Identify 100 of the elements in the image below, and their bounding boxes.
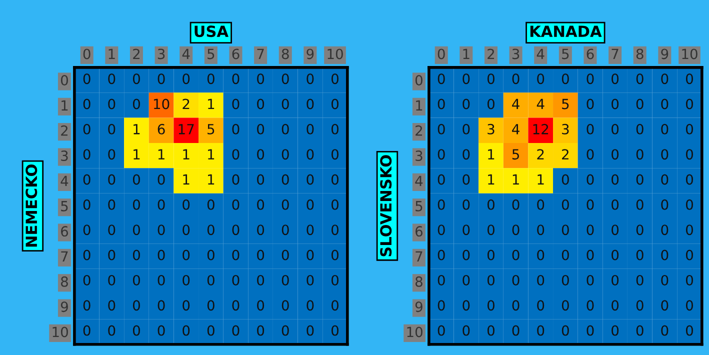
x-tick-label: 6: [586, 48, 594, 60]
x-tick-label: 3: [512, 48, 520, 60]
data-label: 0: [487, 224, 494, 236]
y-tick-label: 10: [52, 326, 68, 338]
y-tick-label: 1: [62, 100, 68, 110]
data-label: 0: [562, 224, 569, 236]
data-label: 0: [207, 274, 214, 286]
data-label: 0: [586, 300, 594, 311]
data-label: 0: [158, 199, 165, 210]
data-label: 0: [306, 74, 314, 84]
data-label: 0: [586, 274, 594, 286]
x-tick-label: 9: [661, 48, 668, 60]
y-tick-label: 9: [415, 302, 422, 312]
data-label: 0: [438, 124, 445, 134]
data-label: 0: [182, 224, 190, 236]
data-label: 0: [108, 250, 116, 260]
data-label: 0: [636, 224, 644, 236]
x-tick-label: 9: [306, 48, 314, 60]
data-label: 0: [83, 149, 90, 160]
data-label: 0: [661, 250, 668, 260]
data-label: 0: [562, 274, 569, 286]
data-label: 5: [512, 149, 520, 160]
data-label: 0: [306, 124, 314, 134]
data-label: 2: [537, 149, 544, 160]
data-label: 0: [282, 300, 289, 311]
data-label: 0: [306, 274, 314, 286]
data-label: 0: [232, 174, 240, 185]
data-label: 0: [158, 300, 165, 311]
data-label: 0: [636, 199, 644, 210]
data-label: 0: [257, 300, 264, 311]
data-label: 0: [487, 74, 494, 84]
data-label: 0: [257, 224, 264, 236]
data-label: 0: [232, 74, 240, 84]
data-label: 0: [612, 250, 619, 260]
data-label: 0: [661, 224, 668, 236]
data-label: 0: [686, 300, 693, 311]
y-tick-label: 1: [416, 100, 422, 110]
x-tick-label: 10: [328, 48, 343, 60]
data-label: 0: [282, 174, 289, 185]
data-label: 0: [282, 98, 289, 110]
data-label: 0: [306, 199, 314, 210]
data-label: 0: [182, 199, 190, 210]
x-tick-label: 2: [133, 48, 140, 60]
data-label: 0: [257, 199, 264, 210]
data-label: 1: [134, 124, 140, 134]
data-label: 0: [512, 325, 520, 336]
data-label: 0: [282, 149, 289, 160]
data-label: 0: [462, 74, 470, 84]
data-label: 0: [232, 199, 240, 210]
data-label: 0: [562, 74, 569, 84]
x-tick-label: 7: [612, 48, 618, 60]
data-label: 4: [512, 98, 520, 110]
data-label: 0: [83, 250, 90, 260]
data-label: 0: [282, 274, 289, 286]
data-label: 0: [586, 174, 594, 185]
data-label: 0: [207, 300, 214, 311]
data-label: 0: [83, 224, 90, 236]
y-tick-label: 6: [416, 226, 423, 237]
data-label: 0: [158, 224, 165, 236]
data-label: 0: [512, 74, 520, 84]
data-label: 0: [332, 300, 338, 311]
data-label: 0: [158, 250, 165, 260]
data-label: 4: [536, 98, 544, 110]
data-label: 0: [612, 224, 619, 236]
y-tick-label: 3: [61, 150, 68, 162]
data-label: 0: [586, 325, 594, 336]
data-label: 0: [438, 174, 445, 185]
data-label: 0: [612, 199, 619, 210]
data-label: 0: [686, 149, 693, 160]
data-label: 0: [487, 250, 494, 260]
data-label: 0: [487, 325, 494, 336]
data-label: 1: [158, 149, 164, 160]
data-label: 0: [537, 300, 544, 311]
data-label: 0: [108, 98, 116, 110]
data-label: 0: [83, 325, 90, 336]
data-label: 0: [232, 325, 240, 336]
data-label: 5: [562, 98, 569, 110]
data-label: 0: [132, 98, 140, 110]
data-label: 0: [332, 98, 338, 110]
data-label: 0: [512, 250, 520, 260]
data-label: 0: [512, 224, 520, 236]
x-tick-label: 8: [282, 48, 289, 60]
data-label: 0: [132, 199, 140, 210]
y-tick-label: 6: [61, 226, 68, 237]
data-label: 0: [132, 174, 140, 185]
data-label: 0: [332, 124, 338, 134]
data-label: 0: [661, 74, 668, 84]
data-label: 0: [282, 224, 289, 236]
data-label: 0: [462, 174, 470, 185]
data-label: 0: [182, 300, 190, 311]
data-label: 0: [612, 74, 619, 84]
data-label: 0: [686, 174, 693, 185]
data-label: 0: [332, 149, 338, 160]
data-label: 0: [562, 325, 569, 336]
data-label: 0: [686, 74, 693, 84]
data-label: 2: [182, 98, 190, 110]
data-label: 0: [306, 224, 314, 236]
data-label: 4: [512, 124, 520, 134]
data-label: 0: [636, 325, 644, 336]
chart-title: KANADA: [530, 26, 602, 37]
